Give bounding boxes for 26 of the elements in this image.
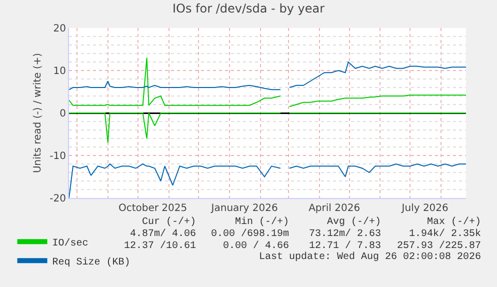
text: Max (-/+) [427, 216, 482, 228]
chart-title: IOs for /dev/sda - by year [172, 1, 325, 16]
text: Min (-/+) [235, 216, 290, 228]
text: Last update: Wed Aug 26 02:00:08 2026 [259, 251, 482, 263]
text: 4.87m/ 4.06 [130, 228, 196, 240]
y-tick-label: 0 [60, 108, 66, 120]
y-tick-label: -20 [50, 194, 66, 204]
x-tick-label: January 2026 [210, 203, 278, 214]
x-tick-label: April 2026 [308, 203, 360, 214]
y-tick-label: 20 [53, 24, 66, 34]
x-tick-label: July 2026 [400, 203, 448, 214]
text: 12.37 /10.61 [124, 240, 196, 252]
legend-label: Req Size (KB) [52, 256, 130, 269]
text: Avg (-/+) [327, 216, 382, 228]
text: 257.93 /225.87 [397, 240, 482, 252]
text: 0.00 / 4.66 [223, 240, 290, 252]
x-tick-label: October 2025 [118, 203, 188, 214]
text: 0.00 /698.19m [211, 228, 290, 240]
y-tick-label: -10 [50, 151, 66, 162]
text: 1.94k/ 2.35k [409, 228, 482, 240]
text: 73.12m/ 2.63 [309, 228, 382, 240]
text: 12.71 / 7.83 [309, 240, 382, 252]
y-tick-label: 10 [53, 66, 66, 77]
text: Cur (-/+) [142, 216, 196, 228]
legend-label: IO/sec [52, 238, 88, 250]
y-axis-title: Units read (-) / write (+) [32, 52, 44, 174]
